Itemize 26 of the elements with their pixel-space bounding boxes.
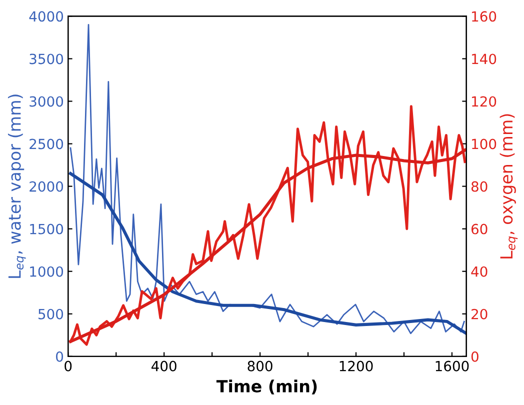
y-tick-label: 1000 [30, 266, 64, 277]
y2-tick-label: 80 [471, 181, 488, 192]
x-tick-label: 1600 [436, 360, 469, 372]
x-tick-label: 1200 [340, 360, 373, 372]
y-tick-label: 2500 [30, 138, 64, 150]
y2-tick-label: 100 [472, 138, 496, 150]
y2-tick-label: 160 [472, 11, 496, 22]
y2-tick-label: 120 [472, 96, 496, 107]
x-axis-title: Time (min) [216, 380, 317, 394]
y2-tick-label: 20 [472, 308, 488, 320]
x-tick-label: 0 [64, 360, 72, 372]
y2-tick-label: 60 [471, 224, 488, 234]
y-tick-label: 4000 [29, 11, 64, 22]
y-tick-label: 500 [38, 308, 64, 320]
y2-tick-label: 0 [471, 351, 478, 362]
x-tick-label: 400 [152, 360, 176, 372]
x-tick-label: 800 [248, 360, 272, 372]
y-tick-label: 3500 [30, 54, 64, 64]
y2-tick-label: 40 [471, 266, 488, 277]
y-tick-label: 2000 [30, 181, 64, 192]
y-tick-label: 3000 [30, 96, 64, 107]
y2-axis-title: L$_{eq}$, oxygen (mm) [500, 114, 518, 258]
y-axis-title: L$_{eq}$, water vapor (mm) [8, 94, 26, 278]
y2-tick-label: 140 [472, 54, 496, 64]
y-tick-label: 1500 [30, 224, 64, 234]
y-tick-label: 0 [56, 351, 64, 362]
